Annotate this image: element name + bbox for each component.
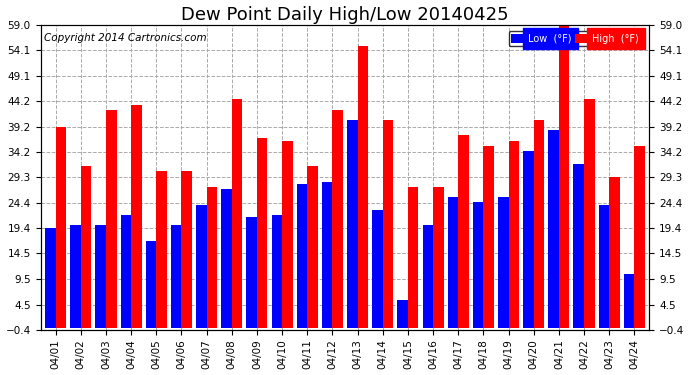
Bar	[357, 46, 368, 328]
Text: Copyright 2014 Cartronics.com: Copyright 2014 Cartronics.com	[43, 33, 206, 43]
Bar	[206, 187, 217, 328]
Bar	[221, 189, 232, 328]
Bar	[549, 130, 559, 328]
Bar	[246, 217, 257, 328]
Title: Dew Point Daily High/Low 20140425: Dew Point Daily High/Low 20140425	[181, 6, 509, 24]
Bar	[45, 228, 56, 328]
Bar	[408, 187, 418, 328]
Legend: Low  (°F), High  (°F): Low (°F), High (°F)	[509, 32, 642, 46]
Bar	[624, 274, 634, 328]
Bar	[106, 110, 117, 328]
Bar	[433, 187, 444, 328]
Bar	[473, 202, 484, 328]
Bar	[372, 210, 383, 328]
Bar	[573, 164, 584, 328]
Bar	[448, 197, 458, 328]
Bar	[559, 25, 569, 328]
Bar	[534, 120, 544, 328]
Bar	[397, 300, 408, 328]
Bar	[156, 171, 167, 328]
Bar	[498, 197, 509, 328]
Bar	[282, 141, 293, 328]
Bar	[70, 225, 81, 328]
Bar	[484, 146, 494, 328]
Bar	[322, 182, 333, 328]
Bar	[584, 99, 595, 328]
Bar	[347, 120, 357, 328]
Bar	[232, 99, 242, 328]
Bar	[95, 225, 106, 328]
Bar	[181, 171, 192, 328]
Bar	[81, 166, 91, 328]
Bar	[171, 225, 181, 328]
Bar	[333, 110, 343, 328]
Bar	[297, 184, 307, 328]
Bar	[458, 135, 469, 328]
Bar	[307, 166, 318, 328]
Bar	[383, 120, 393, 328]
Bar	[196, 205, 206, 328]
Bar	[131, 105, 141, 328]
Bar	[257, 138, 268, 328]
Bar	[146, 241, 156, 328]
Bar	[422, 225, 433, 328]
Bar	[609, 177, 620, 328]
Bar	[121, 215, 131, 328]
Bar	[523, 151, 534, 328]
Bar	[599, 205, 609, 328]
Bar	[56, 127, 66, 328]
Bar	[509, 141, 519, 328]
Bar	[634, 146, 645, 328]
Bar	[272, 215, 282, 328]
